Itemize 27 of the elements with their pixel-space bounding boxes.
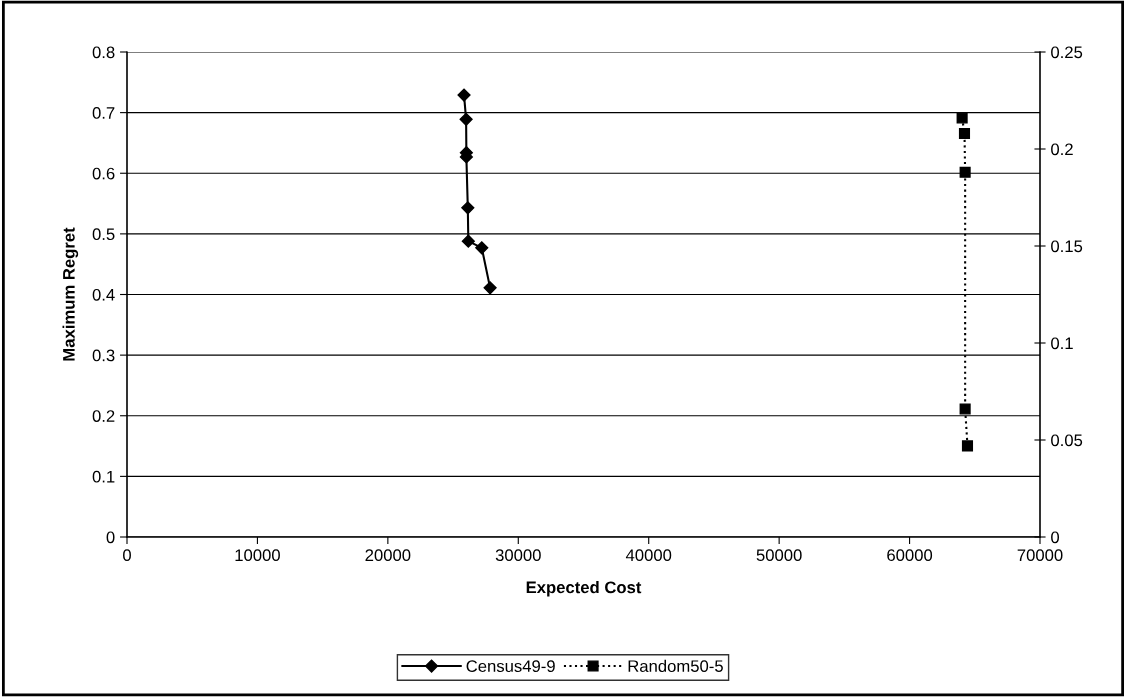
x-tick-label: 0 <box>123 549 131 562</box>
legend-label: Census49-9 <box>466 660 555 673</box>
y-tick-label: 0.7 <box>92 107 115 119</box>
x-tick-label: 40000 <box>625 549 672 562</box>
y2-tick-label: 0.2 <box>1051 143 1073 156</box>
y2-tick-label: 0.25 <box>1051 46 1083 59</box>
y-axis-title: Maximum Regret <box>62 227 79 361</box>
x-tick-label: 30000 <box>495 549 541 562</box>
x-tick-label: 60000 <box>887 549 933 562</box>
y-tick-label: 0.6 <box>92 167 115 180</box>
y-tick-label: 0.8 <box>92 46 115 59</box>
y-tick-label: 0.2 <box>92 410 115 422</box>
x-tick-label: 20000 <box>365 549 411 562</box>
y2-tick-label: 0.15 <box>1051 240 1083 253</box>
x-tick-label: 50000 <box>756 549 802 562</box>
x-axis-title: Expected Cost <box>526 581 642 597</box>
y2-tick-label: 0.1 <box>1051 337 1073 350</box>
y-tick-label: 0.4 <box>92 288 115 301</box>
y-tick-label: 0 <box>106 531 115 544</box>
y2-tick-label: 0.05 <box>1051 434 1083 447</box>
x-tick-label: 10000 <box>235 549 280 562</box>
x-tick-label: 70000 <box>1017 549 1063 562</box>
y-tick-label: 0.5 <box>92 228 115 241</box>
y2-tick-label: 0 <box>1051 531 1060 544</box>
legend-label: Random50-5 <box>628 659 723 673</box>
y-tick-label: 0.1 <box>92 470 115 483</box>
y-tick-label: 0.3 <box>92 349 115 362</box>
